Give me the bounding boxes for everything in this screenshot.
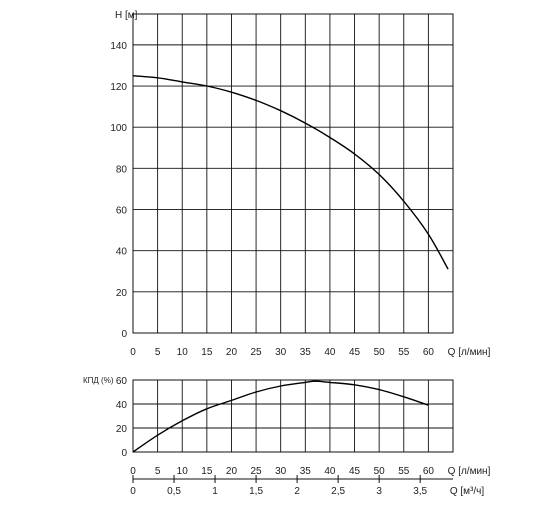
head-x-tick: 20 <box>226 347 238 358</box>
eff-y-tick: 60 <box>116 376 128 387</box>
head-x-tick: 10 <box>177 347 189 358</box>
head-x-tick: 5 <box>155 347 161 358</box>
head-y-tick: 0 <box>121 329 127 340</box>
eff-x-tick: 55 <box>398 466 410 477</box>
secondary-axis-tick-label: 2,5 <box>331 486 345 497</box>
head-x-tick: 40 <box>324 347 336 358</box>
eff-x-tick: 45 <box>349 466 361 477</box>
head-x-tick: 15 <box>201 347 213 358</box>
eff-x-tick: 60 <box>423 466 435 477</box>
eff-x-tick: 20 <box>226 466 238 477</box>
head-x-tick: 25 <box>251 347 263 358</box>
head-y-tick: 40 <box>116 247 128 258</box>
head-curve <box>132 75 449 270</box>
head-y-tick: 20 <box>116 288 128 299</box>
head-x-tick: 0 <box>130 347 136 358</box>
head-x-tick: 60 <box>423 347 435 358</box>
head-y-tick: 60 <box>116 206 128 217</box>
head-x-axis-label: Q [л/мин] <box>448 347 491 358</box>
head-x-tick: 50 <box>374 347 386 358</box>
head-x-tick: 30 <box>275 347 287 358</box>
eff-y-tick: 40 <box>116 400 128 411</box>
eff-y-tick: 0 <box>121 448 127 459</box>
secondary-axis-tick-label: 2 <box>294 486 300 497</box>
head-y-tick: 140 <box>110 41 127 52</box>
eff-x-tick: 35 <box>300 466 312 477</box>
eff-x-tick: 15 <box>201 466 213 477</box>
secondary-axis-tick-label: 0 <box>130 486 136 497</box>
head-x-tick: 45 <box>349 347 361 358</box>
head-y-axis-label: H [м] <box>115 10 138 21</box>
eff-x-tick: 5 <box>155 466 161 477</box>
eff-x-tick: 10 <box>177 466 189 477</box>
eff-x-tick: 25 <box>251 466 263 477</box>
secondary-axis-tick-label: 3 <box>376 486 382 497</box>
eff-x-axis-label: Q [л/мин] <box>448 466 491 477</box>
eff-y-axis-label: КПД (%) <box>83 376 114 385</box>
secondary-axis-label: Q [м³/ч] <box>450 486 485 497</box>
eff-plot-frame <box>132 379 454 453</box>
secondary-axis-tick-label: 3,5 <box>413 486 427 497</box>
head-y-tick: 100 <box>110 123 127 134</box>
head-x-tick: 35 <box>300 347 312 358</box>
eff-x-tick: 50 <box>374 466 386 477</box>
head-y-tick: 80 <box>116 164 128 175</box>
eff-y-tick: 20 <box>116 424 128 435</box>
eff-x-tick: 30 <box>275 466 287 477</box>
eff-x-tick: 0 <box>130 466 136 477</box>
eff-x-tick: 40 <box>324 466 336 477</box>
secondary-axis-tick-label: 0,5 <box>167 486 181 497</box>
secondary-axis-tick-label: 1 <box>212 486 218 497</box>
eff-curve <box>132 380 429 453</box>
head-x-tick: 55 <box>398 347 410 358</box>
head-y-tick: 120 <box>110 82 127 93</box>
secondary-axis-tick-label: 1,5 <box>249 486 263 497</box>
head-plot-frame <box>132 13 454 334</box>
